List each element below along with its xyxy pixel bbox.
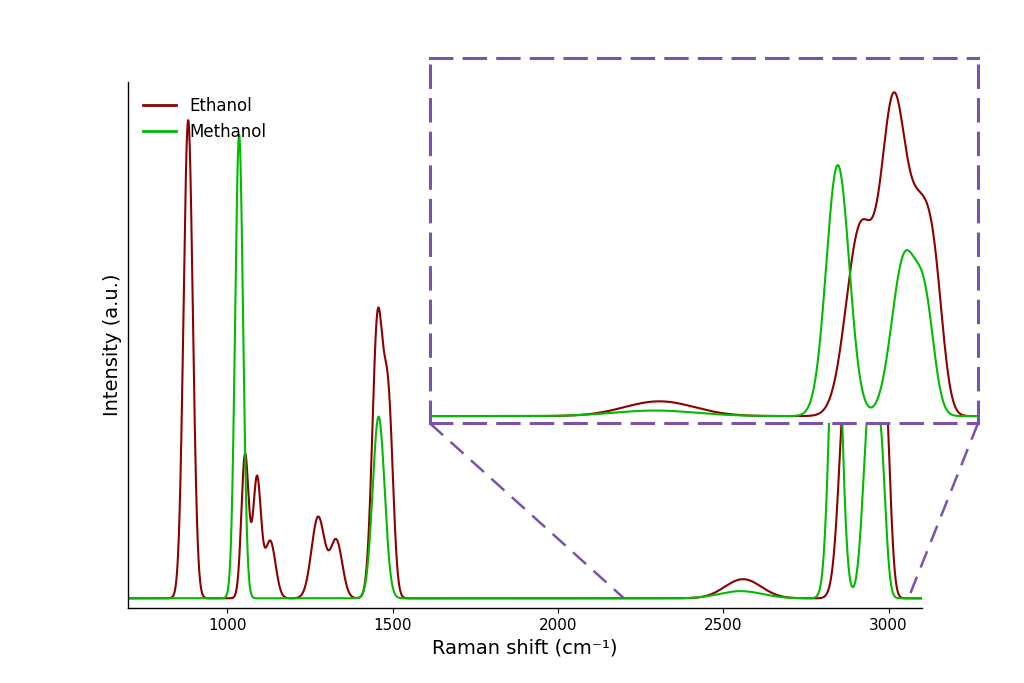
- Methanol: [528, 594, 541, 602]
- Ethanol: [915, 594, 928, 602]
- Methanol: [233, 130, 246, 139]
- Ethanol: [540, 594, 552, 602]
- Ethanol: [528, 594, 541, 602]
- Methanol: [164, 594, 176, 602]
- Methanol: [604, 594, 616, 602]
- Methanol: [240, 482, 252, 490]
- Ethanol: [240, 451, 252, 460]
- Line: Ethanol: Ethanol: [128, 120, 922, 598]
- Legend: Ethanol, Methanol: Ethanol, Methanol: [136, 90, 273, 148]
- Methanol: [915, 594, 928, 602]
- Methanol: [328, 594, 340, 602]
- Methanol: [122, 594, 134, 602]
- Ethanol: [164, 594, 176, 602]
- X-axis label: Raman shift (cm⁻¹): Raman shift (cm⁻¹): [432, 638, 617, 657]
- Methanol: [540, 594, 552, 602]
- Line: Methanol: Methanol: [128, 135, 922, 598]
- Ethanol: [456, 594, 468, 602]
- Y-axis label: Intensity (a.u.): Intensity (a.u.): [103, 274, 123, 416]
- Ethanol: [604, 594, 616, 602]
- Ethanol: [328, 538, 340, 546]
- Ethanol: [182, 116, 195, 124]
- Ethanol: [122, 594, 134, 602]
